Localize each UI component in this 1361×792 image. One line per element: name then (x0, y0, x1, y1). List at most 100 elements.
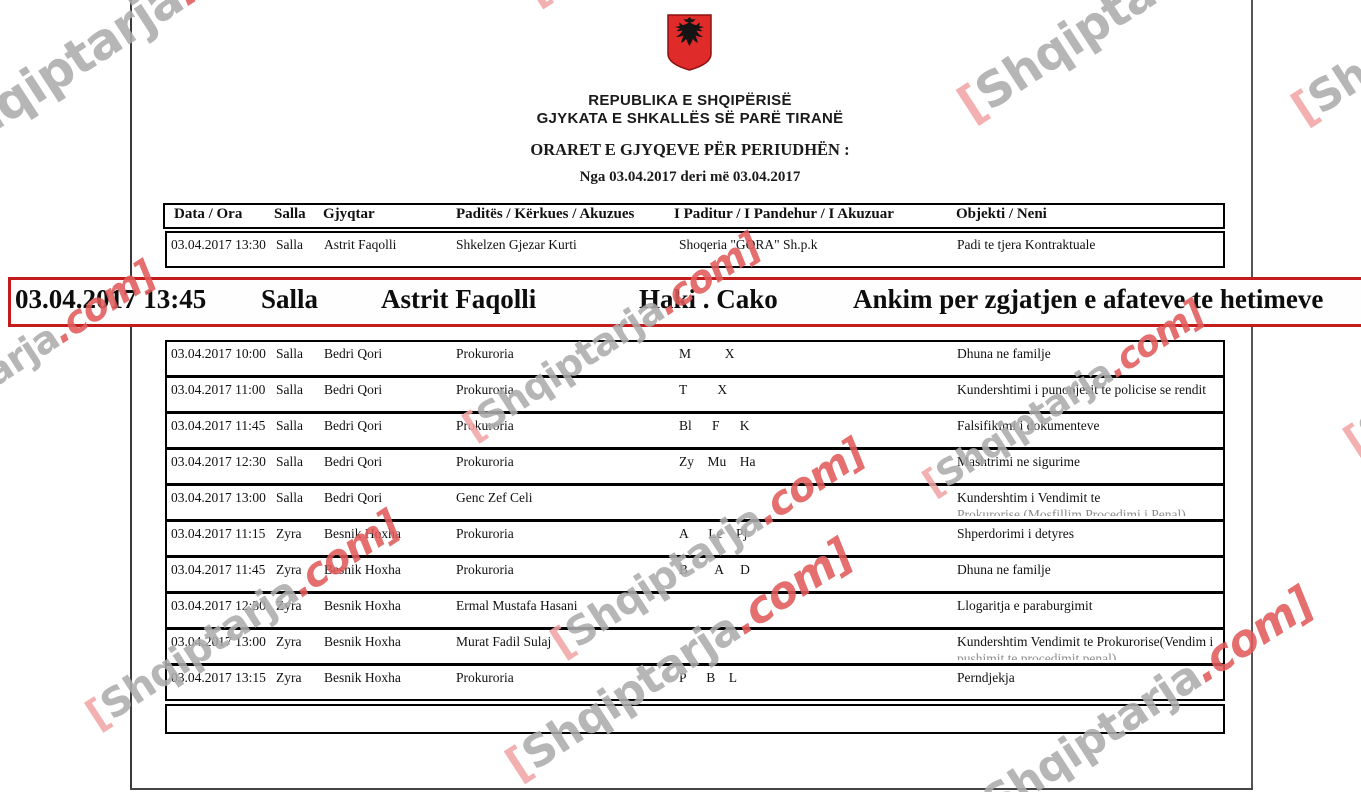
cell-plaintiff: Genc Zef Celi (456, 490, 533, 505)
watermark-name: Shqiptarja (531, 0, 756, 5)
cell-salla: Zyra (276, 670, 302, 685)
cell-salla: Salla (276, 418, 303, 433)
cell-object-clipped-line: pushimit te procedimit penal) (957, 651, 1117, 660)
cell-judge: Bedri Qori (324, 382, 383, 397)
page-border-left (130, 0, 132, 790)
cell-date: 03.04.2017 11:45 (171, 562, 266, 577)
cell-judge: Besnik Hoxha (324, 526, 401, 541)
cell-object: Padi te tjera Kontraktuale (957, 237, 1096, 252)
watermark-name: Shqiptarja (965, 0, 1224, 122)
table-row-empty (165, 704, 1225, 734)
watermark-shqiptarja: [Shqiptarja.com] (948, 0, 1347, 133)
cell-defendant: P B L (679, 670, 738, 685)
cell-salla: Salla (276, 490, 303, 505)
cell-salla: Zyra (276, 526, 302, 541)
table-header-row: Data / Ora Salla Gjyqtar Paditës / Kërku… (163, 203, 1225, 229)
cell-plaintiff: Prokuroria (456, 454, 514, 469)
column-header-plaintiff: Paditës / Kërkues / Akuzues (456, 206, 635, 222)
cell-date: 03.04.2017 11:15 (171, 526, 266, 541)
cell-salla: Salla (276, 454, 303, 469)
column-header-object: Objekti / Neni (956, 206, 1047, 222)
cell-judge: Bedri Qori (324, 490, 383, 505)
cell-plaintiff: Prokuroria (456, 562, 514, 577)
cell-defendant: B A D (679, 562, 750, 577)
cell-object-clipped-line (957, 254, 1219, 263)
cell-judge: Bedri Qori (324, 418, 383, 433)
cell-salla: Salla (276, 346, 303, 361)
cell-date: 03.04.2017 13:00 (171, 490, 266, 505)
cell-object-clipped-line (957, 543, 1219, 552)
watermark-shqiptarja: [Shqiptarja.com] (1336, 228, 1361, 464)
column-header-salla: Salla (274, 206, 306, 222)
cell-object: Shperdorimi i detyres (957, 526, 1074, 541)
cell-plaintiff: Ermal Mustafa Hasani (456, 598, 578, 613)
table-row: 03.04.2017 13:00 Salla Bedri Qori Genc Z… (165, 484, 1225, 521)
cell-object: Dhuna ne familje (957, 346, 1051, 361)
cell-object-clipped-line (957, 615, 1219, 624)
cell-object: Kundershtimi i punonjesit te policise se… (957, 382, 1206, 397)
cell-date: 03.04.2017 13:00 (171, 634, 266, 649)
cell-judge: Bedri Qori (324, 346, 383, 361)
cell-plaintiff: Murat Fadil Sulaj (456, 634, 552, 649)
cell-defendant: A Le Pj (679, 526, 748, 541)
cell-judge: Bedri Qori (324, 454, 383, 469)
cell-object-clipped-line: Prokurorise (Mosfillim Procedimi i Penal… (957, 507, 1186, 516)
column-header-date: Data / Ora (174, 206, 243, 222)
watermark-bracket: [ (516, 0, 558, 15)
cell-salla: Zyra (276, 562, 302, 577)
page-border-right (1251, 0, 1253, 790)
cell-object-clipped-line (957, 579, 1219, 588)
cell-judge: Besnik Hoxha (324, 634, 401, 649)
table-row: 03.04.2017 13:15 Zyra Besnik Hoxha Proku… (165, 664, 1225, 701)
cell-defendant: Bl F K (679, 418, 750, 433)
cell-date: 03.04.2017 11:45 (171, 418, 266, 433)
cell-date: 03.04.2017 12:30 (171, 454, 266, 469)
highlight-judge: Astrit Faqolli (381, 284, 537, 314)
column-header-defendant: I Paditur / I Pandehur / I Akuzuar (674, 206, 894, 222)
cell-plaintiff: Prokuroria (456, 346, 514, 361)
cell-plaintiff: Prokuroria (456, 526, 514, 541)
cell-salla: Zyra (276, 598, 302, 613)
highlight-salla: Salla (261, 284, 319, 314)
cell-date: 03.04.2017 12:30 (171, 598, 266, 613)
cell-object: Dhuna ne familje (957, 562, 1051, 577)
cell-defendant: Zy Mu Ha (679, 454, 756, 469)
cell-plaintiff: Prokuroria (456, 670, 514, 685)
cell-object: Falsifikimi i dokumenteve (957, 418, 1100, 433)
highlight-defendant: Haki . Cako (639, 284, 778, 314)
table-row: 03.04.2017 10:00 Salla Bedri Qori Prokur… (165, 340, 1225, 377)
cell-judge: Besnik Hoxha (324, 562, 401, 577)
period-range: Nga 03.04.2017 deri më 03.04.2017 (579, 169, 801, 185)
cell-judge: Besnik Hoxha (324, 598, 401, 613)
cell-defendant: Shoqeria "GORA" Sh.p.k (679, 237, 818, 252)
watermark-shqiptarja: [Shqiptarja.com] (1283, 0, 1361, 135)
cell-object: Mashtrimi ne sigurime (957, 454, 1080, 469)
cell-date: 03.04.2017 13:30 (171, 237, 266, 252)
schedule-subtitle: ORARET E GJYQEVE PËR PERIUDHËN : (530, 140, 850, 159)
table-row: 03.04.2017 12:30 Salla Bedri Qori Prokur… (165, 448, 1225, 485)
cell-plaintiff: Shkelzen Gjezar Kurti (456, 237, 577, 252)
cell-salla: Zyra (276, 634, 302, 649)
table-row: 03.04.2017 11:15 Zyra Besnik Hoxha Proku… (165, 520, 1225, 557)
watermark-shqiptarja: [Shqiptarja.com] (0, 0, 321, 184)
cell-judge: Astrit Faqolli (324, 237, 397, 252)
cell-plaintiff: Prokuroria (456, 418, 514, 433)
republic-title: REPUBLIKA E SHQIPËRISË (588, 92, 792, 109)
watermark-name: Shqiptarja (0, 0, 193, 172)
cell-date: 03.04.2017 11:00 (171, 382, 266, 397)
cell-salla: Salla (276, 237, 303, 252)
albania-eagle-emblem-icon (666, 13, 713, 77)
cell-object: Kundershtim Vendimit te Prokurorise(Vend… (957, 634, 1214, 649)
court-title: GJYKATA E SHKALLËS SË PARË TIRANË (536, 110, 844, 127)
column-header-judge: Gjyqtar (323, 206, 375, 222)
cell-object-clipped-line (957, 471, 1219, 480)
highlighted-row-box: 03.04.2017 13:45 Salla Astrit Faqolli Ha… (8, 277, 1361, 327)
table-row: 03.04.2017 11:45 Salla Bedri Qori Prokur… (165, 412, 1225, 449)
cell-date: 03.04.2017 10:00 (171, 346, 266, 361)
cell-object: Kundershtim i Vendimit te (957, 490, 1101, 505)
cell-judge: Besnik Hoxha (324, 670, 401, 685)
page-border-bottom (130, 788, 1253, 790)
table-row: 03.04.2017 13:30 Salla Astrit Faqolli Sh… (165, 231, 1225, 268)
cell-date: 03.04.2017 13:15 (171, 670, 266, 685)
